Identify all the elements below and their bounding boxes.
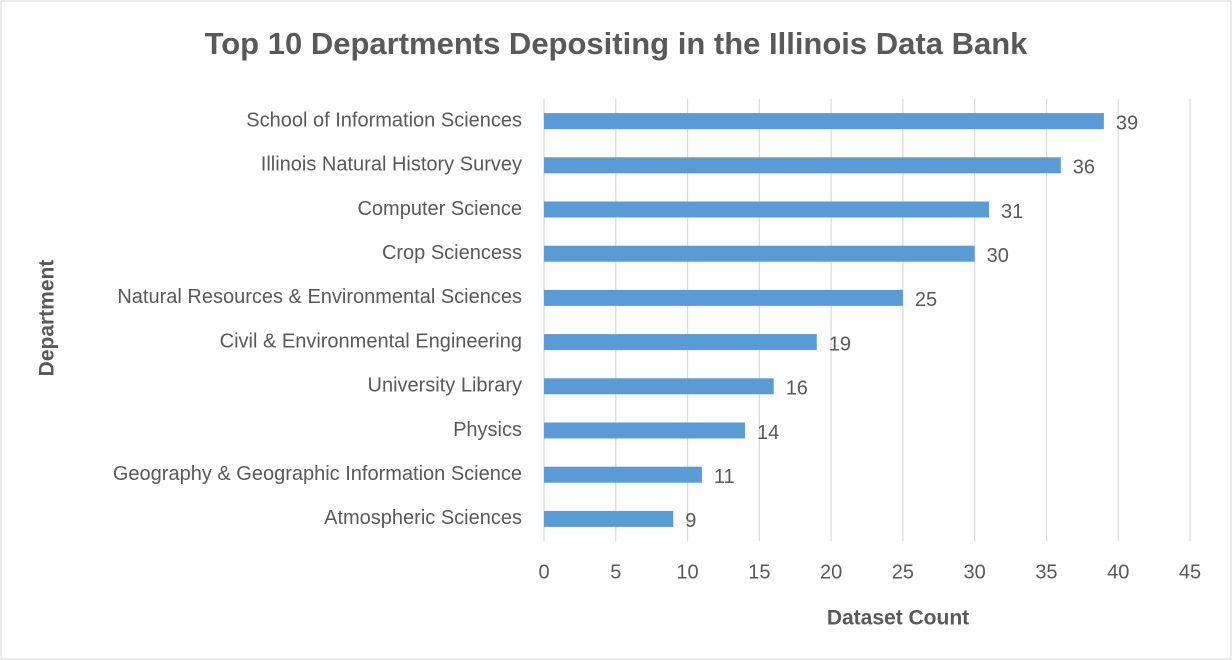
bar xyxy=(544,113,1104,130)
x-tick-label: 20 xyxy=(820,561,842,583)
y-tick-label: University Library xyxy=(368,375,522,397)
bar xyxy=(544,510,674,527)
y-tick-label: School of Information Sciences xyxy=(246,109,522,131)
data-label: 16 xyxy=(786,378,808,400)
y-tick-label: Physics xyxy=(453,419,522,441)
bar xyxy=(544,378,774,395)
bar xyxy=(544,157,1061,174)
data-label: 14 xyxy=(757,422,779,444)
data-label: 25 xyxy=(915,289,937,311)
y-tick-label: Crop Sciencess xyxy=(382,242,522,264)
data-label: 39 xyxy=(1116,112,1138,134)
x-tick-label: 35 xyxy=(1035,561,1057,583)
x-tick-label: 30 xyxy=(964,561,986,583)
bar xyxy=(544,466,702,483)
data-label: 30 xyxy=(987,245,1009,267)
y-tick-label: Computer Science xyxy=(357,198,522,220)
x-tick-label: 10 xyxy=(676,561,698,583)
data-label: 9 xyxy=(685,510,696,532)
x-tick-label: 45 xyxy=(1179,561,1201,583)
y-tick-label: Geography & Geographic Information Scien… xyxy=(113,463,522,485)
bar xyxy=(544,201,990,218)
data-label: 19 xyxy=(829,333,851,355)
x-tick-label: 15 xyxy=(748,561,770,583)
y-tick-label: Civil & Environmental Engineering xyxy=(220,330,522,352)
x-tick-label: 5 xyxy=(610,561,621,583)
bar xyxy=(544,245,975,262)
bar xyxy=(544,289,903,306)
x-tick-label: 0 xyxy=(538,561,549,583)
data-label: 11 xyxy=(714,466,735,488)
x-tick-label: 40 xyxy=(1107,561,1129,583)
y-tick-label: Atmospheric Sciences xyxy=(324,507,522,529)
y-axis-label: Department xyxy=(36,260,59,377)
y-tick-label: Illinois Natural History Survey xyxy=(261,154,522,176)
x-tick-label: 25 xyxy=(892,561,914,583)
y-tick-label: Natural Resources & Environmental Scienc… xyxy=(117,286,522,308)
data-label: 31 xyxy=(1001,201,1023,223)
bar xyxy=(544,422,745,439)
data-label: 36 xyxy=(1073,157,1095,179)
x-axis-label: Dataset Count xyxy=(827,607,969,630)
bar xyxy=(544,334,817,351)
chart-title: Top 10 Departments Depositing in the Ill… xyxy=(205,26,1029,61)
